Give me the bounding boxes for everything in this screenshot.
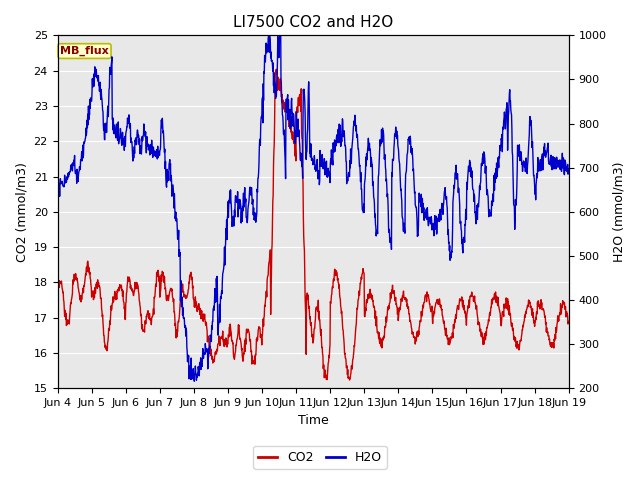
- Y-axis label: CO2 (mmol/m3): CO2 (mmol/m3): [15, 162, 28, 262]
- Legend: CO2, H2O: CO2, H2O: [253, 446, 387, 469]
- Y-axis label: H2O (mmol/m3): H2O (mmol/m3): [612, 162, 625, 262]
- Title: LI7500 CO2 and H2O: LI7500 CO2 and H2O: [233, 15, 393, 30]
- Text: MB_flux: MB_flux: [60, 46, 109, 56]
- X-axis label: Time: Time: [298, 414, 328, 427]
